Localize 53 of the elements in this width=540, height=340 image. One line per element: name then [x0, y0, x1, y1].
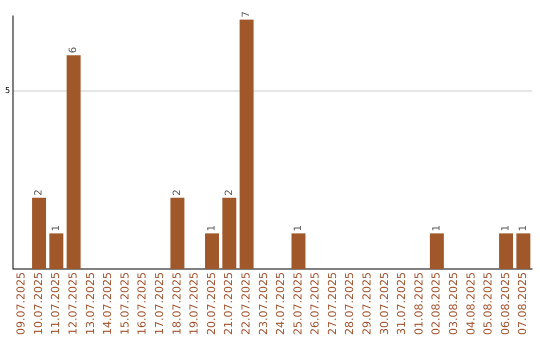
x-tick-label: 17.07.2025 [152, 272, 166, 336]
x-tick-label: 06.08.2025 [498, 272, 512, 336]
x-tick-label: 10.07.2025 [32, 272, 45, 336]
x-tick-label: 15.07.2025 [118, 272, 132, 336]
x-tick-label: 31.07.2025 [395, 272, 408, 336]
x-tick-label: 19.07.2025 [188, 272, 201, 336]
x-tick-label: 29.07.2025 [360, 272, 374, 336]
data-label: 1 [518, 225, 529, 232]
data-label: 1 [50, 225, 62, 232]
bar [32, 198, 46, 270]
bar [430, 233, 444, 270]
x-tick-label: 09.07.2025 [14, 272, 28, 336]
x-tick-label: 01.08.2025 [412, 272, 426, 336]
x-tick-label: 18.07.2025 [170, 272, 184, 336]
x-tick-label: 04.08.2025 [464, 272, 478, 336]
data-label: 2 [34, 189, 45, 196]
bar [516, 233, 530, 270]
x-tick-label: 07.08.2025 [516, 272, 530, 336]
x-tick-label: 26.07.2025 [308, 272, 322, 336]
data-label: 1 [500, 225, 512, 232]
bar [292, 233, 306, 270]
data-label: 7 [241, 11, 252, 18]
data-label: 1 [293, 225, 304, 232]
x-tick-label: 12.07.2025 [66, 272, 80, 336]
bar [66, 55, 81, 270]
x-tick-label: 03.08.2025 [447, 272, 460, 336]
bar [49, 233, 64, 270]
x-tick-label: 21.07.2025 [222, 272, 236, 336]
bar [205, 233, 219, 270]
data-label: 1 [431, 225, 442, 232]
x-tick-label: 11.07.2025 [49, 272, 62, 336]
x-tick-label: 28.07.2025 [343, 272, 356, 336]
data-label: 2 [224, 189, 235, 196]
x-tick-label: 24.07.2025 [274, 272, 288, 336]
x-tick-label: 14.07.2025 [101, 272, 114, 336]
x-tick-label: 13.07.2025 [84, 272, 97, 336]
x-tick-label: 30.07.2025 [378, 272, 391, 336]
data-label: 2 [172, 189, 184, 196]
x-tick-label: 02.08.2025 [430, 272, 443, 336]
x-tick-label: 25.07.2025 [291, 272, 304, 336]
x-tick-label: 20.07.2025 [204, 272, 218, 336]
bar [170, 198, 184, 270]
bar [222, 198, 236, 270]
x-tick-label: 27.07.2025 [326, 272, 339, 336]
x-tick-label: 22.07.2025 [239, 272, 252, 336]
bar [240, 20, 254, 270]
x-tick-label: 16.07.2025 [136, 272, 149, 336]
bar [499, 233, 514, 270]
x-tick-label: 23.07.2025 [256, 272, 270, 336]
y-tick-label: 5 [4, 86, 10, 95]
x-tick-label: 05.08.2025 [482, 272, 495, 336]
data-label: 1 [206, 225, 218, 232]
data-label: 6 [68, 46, 80, 54]
